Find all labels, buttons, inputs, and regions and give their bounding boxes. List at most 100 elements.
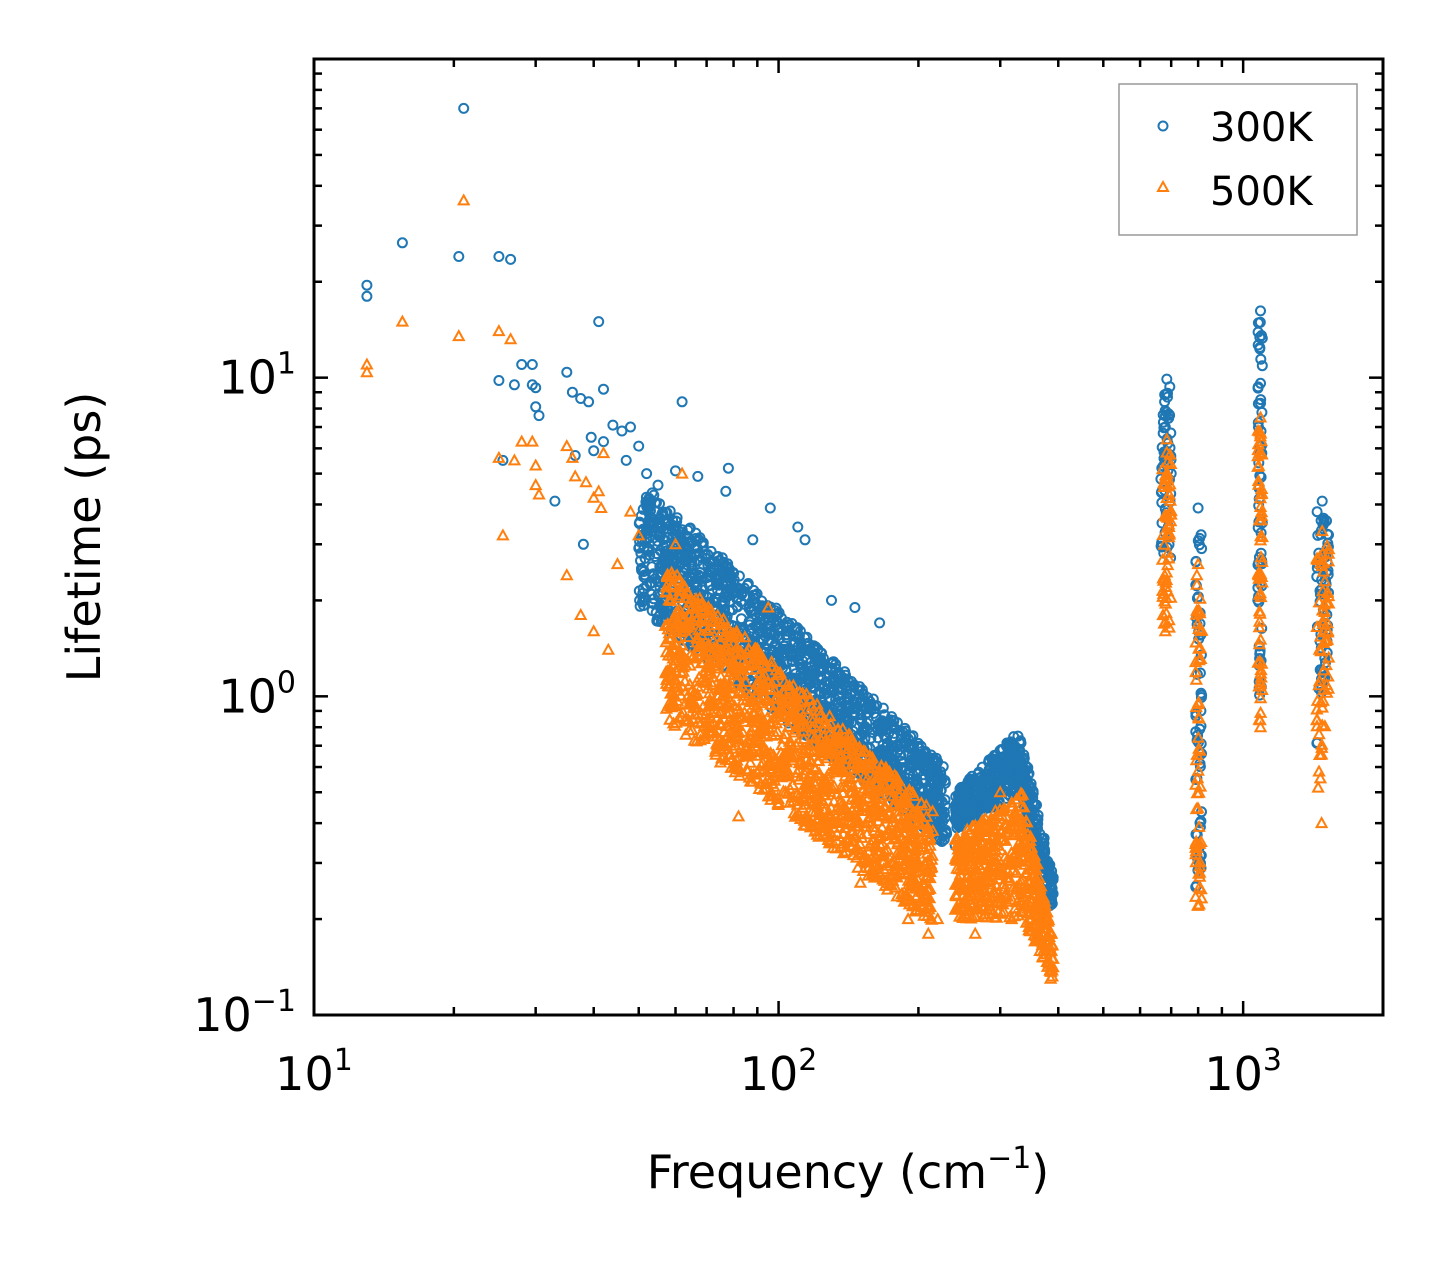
500K-point	[808, 804, 823, 817]
300K-point	[530, 401, 542, 413]
500K-point	[834, 794, 848, 807]
500K-point	[783, 738, 798, 751]
300K-point	[1003, 774, 1015, 786]
500K-point	[736, 744, 750, 757]
500K-point	[905, 832, 919, 845]
300K-point	[887, 741, 899, 753]
500K-point	[722, 747, 736, 760]
500K-point	[596, 446, 611, 459]
500K-point	[1190, 568, 1204, 581]
500K-point	[1192, 711, 1206, 724]
500K-point	[703, 721, 717, 734]
500K-point	[666, 716, 681, 729]
500K-point	[957, 833, 972, 846]
500K-point	[1311, 780, 1325, 793]
500K-point	[921, 926, 935, 939]
500K-point	[673, 643, 687, 656]
500K-point	[1254, 529, 1268, 542]
500K-point	[862, 750, 876, 763]
500K-point	[685, 696, 699, 709]
500K-point	[818, 780, 832, 793]
300K-point	[1018, 749, 1030, 761]
300K-point	[508, 379, 520, 391]
500K-point	[1310, 712, 1324, 725]
300K-point	[648, 516, 660, 528]
300K-point	[802, 637, 814, 649]
500K-point	[1312, 727, 1326, 740]
300K-point	[649, 497, 661, 509]
300K-point	[607, 419, 619, 431]
500K-point	[923, 881, 937, 894]
300K-point	[896, 729, 908, 741]
500K-point	[954, 899, 968, 912]
500K-point	[1027, 928, 1041, 941]
300K-point	[805, 662, 817, 674]
500K-point	[786, 678, 801, 691]
500K-point	[794, 755, 808, 768]
500K-point	[807, 719, 822, 732]
300K-point	[830, 658, 842, 670]
300K-point	[588, 445, 600, 457]
500K-point	[995, 906, 1009, 919]
500K-point	[901, 912, 915, 925]
500K-point	[768, 751, 782, 764]
500K-point	[1190, 577, 1204, 590]
300K-point	[682, 524, 694, 536]
500K-point	[730, 640, 744, 653]
500K-point	[529, 458, 543, 471]
300K-point	[1192, 502, 1204, 514]
500K-point	[890, 770, 904, 783]
500K-point	[839, 779, 854, 792]
500K-point	[967, 831, 981, 844]
500K-point	[837, 741, 851, 754]
500K-point	[743, 755, 757, 768]
500K-point	[1322, 542, 1336, 555]
300K-point	[720, 485, 732, 497]
300K-point	[1161, 373, 1173, 385]
500K-point	[856, 798, 870, 811]
500K-point	[1191, 898, 1205, 911]
500K-point	[987, 896, 1001, 909]
300K-point	[1161, 406, 1172, 418]
500K-point	[560, 568, 574, 581]
500K-point	[931, 912, 945, 925]
500K-point	[659, 635, 673, 648]
300K-point	[585, 431, 597, 443]
500K-point	[1009, 865, 1024, 878]
500K-point	[752, 781, 766, 794]
300K-point	[967, 793, 979, 805]
300K-point	[750, 597, 762, 609]
300K-point	[794, 672, 806, 684]
300K-point	[872, 732, 884, 744]
500K-point	[848, 819, 863, 832]
500K-point	[1012, 881, 1027, 894]
500K-point	[994, 865, 1008, 878]
300K-point	[920, 753, 932, 765]
500K-point	[1026, 887, 1041, 900]
500K-point	[1044, 943, 1059, 956]
300K-point	[905, 754, 917, 766]
300K-point	[755, 624, 767, 636]
500K-point	[1192, 653, 1206, 666]
500K-point	[705, 613, 719, 626]
500K-point	[664, 697, 678, 710]
500K-point	[833, 749, 848, 762]
500K-point	[970, 848, 984, 861]
500K-point	[873, 837, 887, 850]
500K-point	[730, 674, 744, 687]
500K-point	[1191, 557, 1205, 570]
500K-point	[756, 764, 770, 777]
500K-point	[694, 628, 709, 641]
500K-point	[664, 686, 678, 699]
500K-point	[925, 848, 939, 861]
500K-point	[782, 719, 796, 732]
300K-point	[696, 575, 708, 587]
500K-point	[976, 814, 990, 827]
500K-point	[1314, 747, 1329, 760]
500K-point	[864, 752, 878, 765]
500K-point	[753, 744, 767, 757]
500K-point	[984, 831, 999, 844]
500K-point	[1026, 881, 1041, 894]
300K-point	[598, 436, 609, 448]
500K-point	[1312, 595, 1326, 608]
